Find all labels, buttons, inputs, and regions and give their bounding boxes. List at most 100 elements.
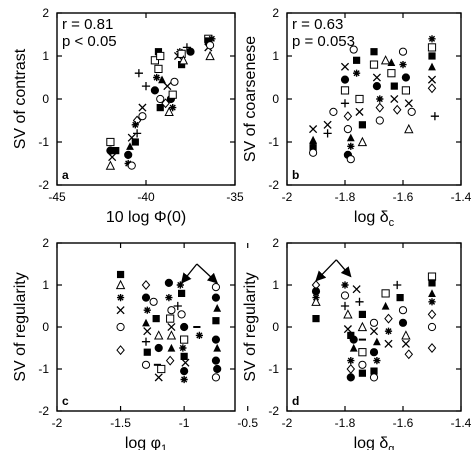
data-point-star [143, 306, 151, 314]
y-tick-label: -1 [268, 362, 279, 376]
x-tick-label: -1.8 [335, 416, 356, 430]
data-point-cross [309, 125, 318, 134]
data-point-plus [430, 112, 439, 121]
y-axis-label: SV of regularity [12, 272, 29, 381]
x-axis-label: log δc [354, 209, 395, 229]
y-tick-label: 1 [42, 49, 49, 63]
data-point-open-diamond [404, 349, 414, 360]
data-point-filled-triangle [142, 318, 150, 327]
data-point-open-circle [205, 41, 215, 50]
y-axis-label: SV of regularity [242, 272, 259, 381]
data-point-plus [173, 301, 182, 311]
data-point-open-circle [116, 322, 125, 332]
data-point-open-diamond [427, 83, 437, 94]
data-point-filled-square [396, 294, 404, 302]
panel-letter: d [292, 394, 299, 408]
data-point-filled-square [154, 48, 163, 56]
plot-frame [56, 242, 236, 412]
data-point-open-circle [141, 360, 151, 369]
data-point-open-square [180, 335, 189, 344]
data-point-star [399, 61, 407, 69]
data-point-cross [352, 285, 361, 294]
data-point-star [180, 375, 188, 384]
data-point-open-circle [329, 107, 338, 117]
data-point-star [373, 357, 381, 365]
data-point-cross [404, 99, 413, 108]
y-tick-label: 0 [42, 320, 49, 334]
data-point-open-circle [375, 116, 384, 125]
data-point-open-circle [177, 310, 186, 319]
data-point-open-circle [427, 322, 437, 332]
y-tick-label: -2 [268, 178, 279, 192]
data-point-filled-square [428, 279, 436, 287]
data-point-open-square [166, 314, 175, 323]
data-point-open-square [156, 51, 165, 61]
data-point-plus [133, 129, 142, 138]
data-point-open-circle [211, 373, 221, 382]
data-point-open-square [358, 348, 367, 357]
data-point-cross [427, 75, 437, 84]
x-tick-label: -0.5 [237, 416, 258, 430]
data-point-star [384, 327, 393, 335]
y-tick-label: 2 [272, 236, 279, 250]
data-point-open-square [168, 90, 177, 99]
data-point-plus [134, 69, 143, 78]
panel-d: -2 -1.8 -1.6 -1.4 -2 -1 0 1 2 log δg SV of regular… [242, 236, 472, 450]
data-point-star [116, 294, 125, 302]
x-tick-label: -2 [52, 416, 63, 430]
data-point-open-circle [138, 112, 147, 121]
stat-annotation: r = 0.63 [292, 16, 343, 33]
data-point-filled-square [112, 147, 120, 155]
data-point-star [353, 69, 361, 77]
x-tick-label: -2 [282, 416, 293, 430]
data-point-filled-square [156, 104, 164, 112]
data-point-filled-circle [398, 318, 408, 327]
x-tick-label: -1 [179, 416, 190, 430]
data-point-open-square [427, 272, 437, 281]
x-axis-label: log δg [354, 435, 395, 450]
data-point-plus [340, 301, 350, 311]
panel-letter: c [62, 394, 69, 408]
stat-annotation: r = 0.81 [62, 16, 113, 33]
data-point-filled-square [212, 317, 220, 325]
data-point-star [341, 281, 349, 289]
data-point-open-square [427, 43, 437, 52]
y-tick-label: 2 [272, 6, 279, 20]
data-point-open-diamond [116, 345, 125, 356]
y-tick-label: 1 [42, 278, 49, 292]
y-tick-label: 2 [42, 6, 49, 20]
data-point-star [153, 73, 161, 82]
x-tick-label: -45 [48, 190, 66, 204]
data-point-filled-triangle [373, 337, 381, 346]
data-point-open-diamond [165, 355, 175, 366]
data-point-open-circle [170, 77, 179, 86]
data-point-open-circle [398, 47, 408, 56]
y-tick-label: -2 [38, 178, 49, 192]
data-point-filled-triangle [349, 343, 358, 352]
data-point-open-circle [340, 291, 350, 300]
data-point-cross [323, 120, 332, 129]
data-point-filled-circle [141, 293, 151, 302]
panel-a: -45 -40 -35 -2 -1 0 1 2 10 log Φ(0) SV of contras… [12, 6, 244, 226]
data-point-open-diamond [161, 98, 170, 109]
data-point-filled-square [358, 121, 366, 129]
data-point-open-triangle [380, 55, 391, 65]
y-axis-label: SV of coarsenese [242, 36, 259, 162]
data-point-filled-square [116, 270, 125, 279]
data-point-cross [372, 73, 381, 82]
data-point-star [165, 294, 173, 302]
data-point-filled-circle [346, 373, 355, 382]
data-point-filled-square [358, 369, 366, 377]
data-point-open-square [177, 49, 186, 58]
x-tick-label: -2 [282, 190, 293, 204]
data-point-open-square [381, 289, 390, 298]
data-point-filled-circle [369, 348, 379, 357]
data-point-filled-square [204, 37, 212, 45]
data-point-open-diamond [392, 104, 402, 115]
data-point-filled-circle [311, 287, 321, 296]
x-tick-label: -1.8 [335, 190, 356, 204]
y-tick-label: 0 [42, 92, 49, 106]
data-point-filled-circle [164, 278, 173, 287]
data-point-filled-circle [150, 86, 159, 95]
data-point-open-circle [398, 306, 408, 315]
